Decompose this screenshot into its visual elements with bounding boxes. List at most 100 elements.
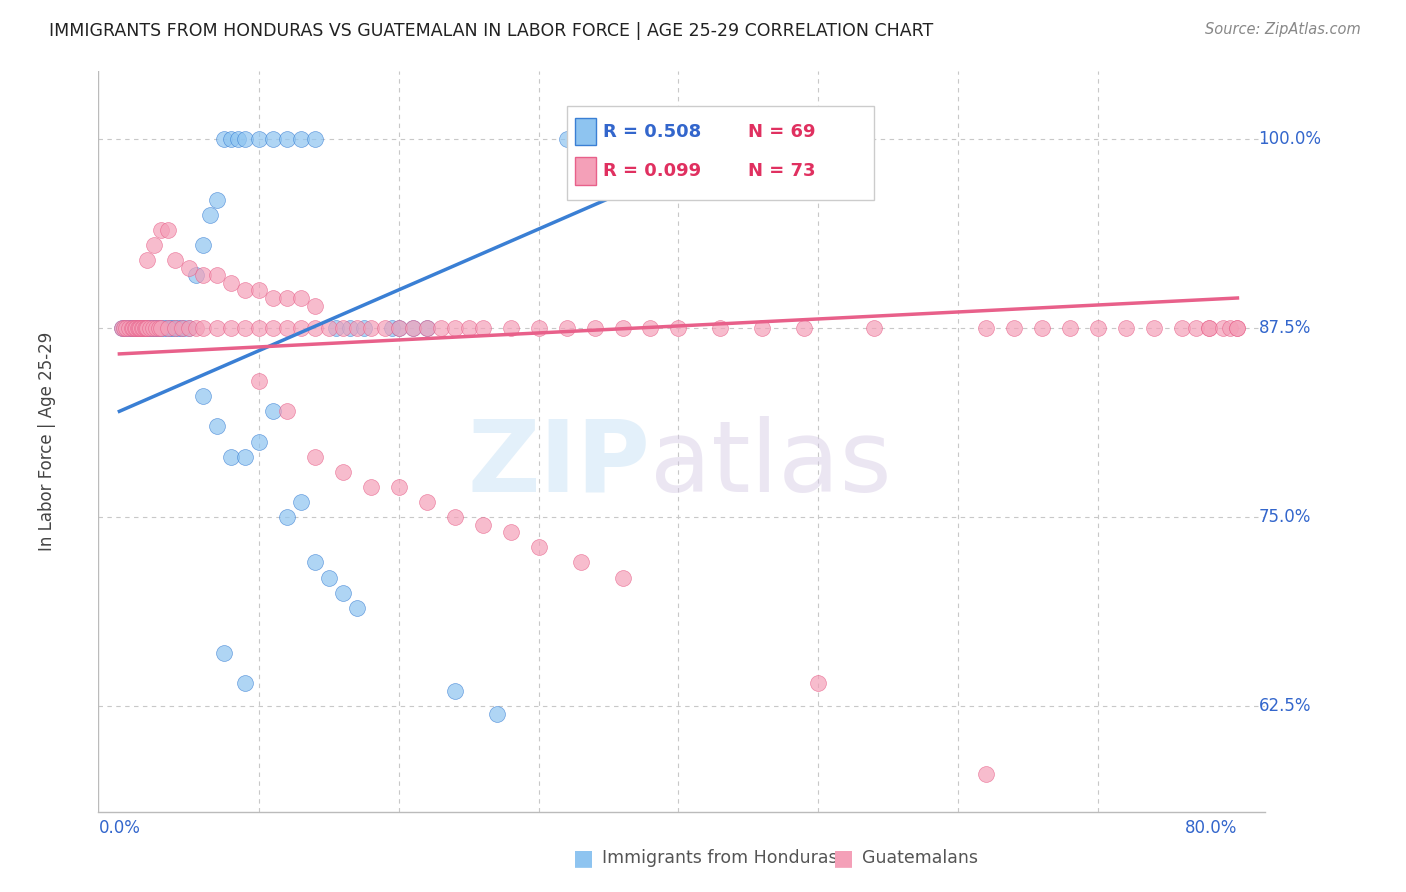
Text: R = 0.099: R = 0.099	[603, 162, 702, 180]
Point	[388, 321, 411, 335]
Point	[150, 321, 173, 335]
Point	[127, 321, 149, 335]
Point	[583, 321, 606, 335]
Point	[172, 321, 194, 335]
Point	[276, 404, 298, 418]
Point	[247, 132, 270, 146]
Point	[205, 193, 228, 207]
Point	[122, 321, 145, 335]
Point	[179, 321, 201, 335]
Point	[145, 321, 167, 335]
Point	[219, 276, 242, 290]
Text: ■: ■	[834, 848, 853, 868]
Point	[143, 321, 166, 335]
Point	[112, 321, 135, 335]
Point	[974, 767, 997, 781]
Point	[233, 450, 256, 464]
Point	[318, 321, 340, 335]
Point	[122, 321, 145, 335]
Point	[127, 321, 149, 335]
Point	[135, 321, 157, 335]
Point	[1031, 321, 1053, 335]
Point	[173, 321, 195, 335]
Point	[555, 321, 578, 335]
Point	[136, 321, 159, 335]
Point	[416, 321, 439, 335]
Point	[304, 132, 326, 146]
Point	[416, 495, 439, 509]
Point	[150, 321, 173, 335]
Point	[499, 525, 522, 540]
Point	[233, 321, 256, 335]
Point	[142, 321, 165, 335]
Point	[121, 321, 143, 335]
Point	[157, 223, 180, 237]
Point	[276, 510, 298, 524]
Point	[626, 132, 648, 146]
Point	[1212, 321, 1234, 335]
Point	[153, 321, 176, 335]
Point	[1198, 321, 1220, 335]
Point	[115, 321, 138, 335]
Point	[360, 321, 382, 335]
Point	[374, 321, 396, 335]
Point	[124, 321, 146, 335]
Point	[200, 208, 222, 222]
Point	[332, 585, 354, 599]
Point	[793, 321, 815, 335]
Point	[205, 268, 228, 283]
Point	[212, 646, 235, 660]
Point	[193, 321, 215, 335]
Point	[262, 132, 284, 146]
Point	[527, 321, 550, 335]
Point	[332, 465, 354, 479]
Point	[247, 321, 270, 335]
Text: 87.5%: 87.5%	[1258, 319, 1310, 337]
Text: IMMIGRANTS FROM HONDURAS VS GUATEMALAN IN LABOR FORCE | AGE 25-29 CORRELATION CH: IMMIGRANTS FROM HONDURAS VS GUATEMALAN I…	[49, 22, 934, 40]
Point	[131, 321, 153, 335]
Point	[346, 600, 368, 615]
Text: N = 69: N = 69	[748, 123, 815, 141]
Point	[353, 321, 375, 335]
Point	[304, 299, 326, 313]
Point	[145, 321, 167, 335]
Point	[1226, 321, 1249, 335]
Point	[112, 321, 135, 335]
Point	[416, 321, 439, 335]
Point	[276, 291, 298, 305]
Point	[205, 321, 228, 335]
Point	[1226, 321, 1249, 335]
Point	[290, 321, 312, 335]
Point	[111, 321, 134, 335]
Point	[612, 570, 634, 584]
Point	[134, 321, 156, 335]
Point	[276, 132, 298, 146]
Point	[131, 321, 153, 335]
Point	[360, 480, 382, 494]
Point	[668, 132, 690, 146]
Text: R = 0.508: R = 0.508	[603, 123, 702, 141]
Point	[157, 321, 180, 335]
Text: N = 73: N = 73	[748, 162, 815, 180]
Point	[640, 321, 662, 335]
Point	[148, 321, 170, 335]
Point	[247, 284, 270, 298]
Point	[262, 404, 284, 418]
Bar	[575, 119, 596, 145]
Point	[569, 556, 592, 570]
Bar	[575, 158, 596, 185]
Point	[125, 321, 148, 335]
Point	[1115, 321, 1137, 335]
Point	[148, 321, 170, 335]
Point	[290, 291, 312, 305]
Point	[527, 541, 550, 555]
Point	[598, 132, 620, 146]
Point	[388, 321, 411, 335]
Text: Source: ZipAtlas.com: Source: ZipAtlas.com	[1205, 22, 1361, 37]
Point	[165, 321, 187, 335]
Point	[165, 321, 187, 335]
Point	[612, 321, 634, 335]
Point	[443, 510, 465, 524]
Point	[136, 253, 159, 268]
Point	[132, 321, 155, 335]
